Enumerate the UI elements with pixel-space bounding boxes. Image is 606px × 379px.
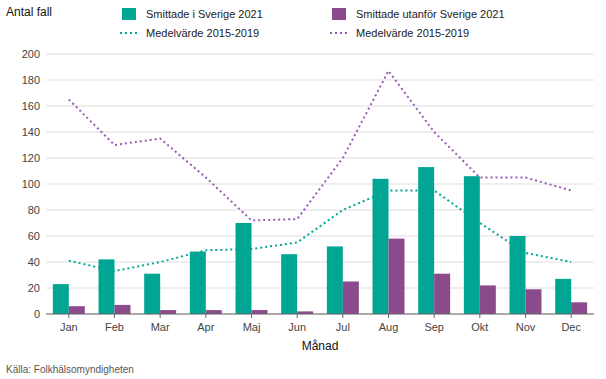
x-axis-label: Månad <box>302 339 339 353</box>
bar <box>480 285 496 314</box>
x-tick <box>434 314 435 318</box>
x-tick-label: Maj <box>243 321 261 333</box>
bar <box>464 176 480 314</box>
y-tick-label: 0 <box>34 308 40 320</box>
grid-line <box>46 158 594 159</box>
x-tick-label: Dec <box>561 321 581 333</box>
x-tick-label: Apr <box>197 321 214 333</box>
y-tick-label: 180 <box>22 74 40 86</box>
legend-swatch <box>122 8 136 20</box>
legend-label: Smittade utanför Sverige 2021 <box>356 8 505 20</box>
y-axis-label: Antal fall <box>6 5 52 19</box>
grid-line <box>46 106 594 107</box>
x-tick <box>205 314 206 318</box>
grid-line <box>46 132 594 133</box>
legend-swatch <box>120 32 140 34</box>
bar <box>206 310 222 314</box>
x-tick-label: Jul <box>336 321 350 333</box>
bar <box>510 236 526 314</box>
line <box>69 191 571 272</box>
x-tick-label: Feb <box>105 321 124 333</box>
x-tick-label: Sep <box>424 321 444 333</box>
y-tick-label: 100 <box>22 178 40 190</box>
bar <box>115 305 131 314</box>
x-tick-label: Aug <box>379 321 399 333</box>
bar <box>53 284 69 314</box>
x-tick-label: Nov <box>516 321 536 333</box>
chart: 0 20 40 60 80 100 120 140 160 180 200 Jan Feb Mar Apr M… <box>0 0 606 379</box>
grid-line <box>46 184 594 185</box>
y-tick-label: 20 <box>28 282 40 294</box>
grid-line <box>46 80 594 81</box>
marks <box>53 71 587 314</box>
x-tick-label: Mar <box>151 321 170 333</box>
bar <box>389 239 405 314</box>
bar <box>160 310 176 314</box>
bar <box>434 274 450 314</box>
x-tick <box>160 314 161 318</box>
x-tick <box>114 314 115 318</box>
bar <box>373 179 389 314</box>
legend-swatch <box>332 8 346 20</box>
legend: Smittade i Sverige 2021 Smittade utanför … <box>120 8 505 39</box>
x-tick <box>342 314 343 318</box>
line <box>69 71 571 221</box>
y-tick-label: 120 <box>22 152 40 164</box>
y-tick-label: 200 <box>22 48 40 60</box>
x-tick-label: Jan <box>60 321 78 333</box>
bar <box>418 167 434 314</box>
bar <box>69 306 85 314</box>
y-tick-label: 80 <box>28 204 40 216</box>
x-tick <box>297 314 298 318</box>
bar <box>555 279 571 314</box>
grid-line <box>46 210 594 211</box>
legend-label: Smittade i Sverige 2021 <box>146 8 263 20</box>
legend-swatch <box>330 32 350 34</box>
bar <box>327 246 343 314</box>
grid-line <box>46 54 594 55</box>
bar <box>190 252 206 314</box>
bar <box>252 310 268 314</box>
bar <box>571 302 587 314</box>
x-axis-line <box>46 314 594 315</box>
bar <box>343 282 359 315</box>
x-tick <box>251 314 252 318</box>
x-tick <box>525 314 526 318</box>
x-tick <box>571 314 572 318</box>
x-tick <box>388 314 389 318</box>
bar <box>99 259 115 314</box>
bar <box>144 274 160 314</box>
y-tick-label: 60 <box>28 230 40 242</box>
x-tick <box>479 314 480 318</box>
y-grid <box>46 54 594 314</box>
y-tick-label: 40 <box>28 256 40 268</box>
bar <box>281 254 297 314</box>
bar <box>526 289 542 314</box>
x-tick <box>68 314 69 318</box>
source-note: Källa: Folkhälsomyndigheten <box>6 364 134 375</box>
y-tick-label: 160 <box>22 100 40 112</box>
x-tick-label: Jun <box>288 321 306 333</box>
bar <box>236 223 252 314</box>
legend-label: Medelvärde 2015-2019 <box>356 27 469 39</box>
grid-line <box>46 314 594 315</box>
x-tick-label: Okt <box>471 321 488 333</box>
legend-label: Medelvärde 2015-2019 <box>146 27 259 39</box>
y-tick-label: 140 <box>22 126 40 138</box>
